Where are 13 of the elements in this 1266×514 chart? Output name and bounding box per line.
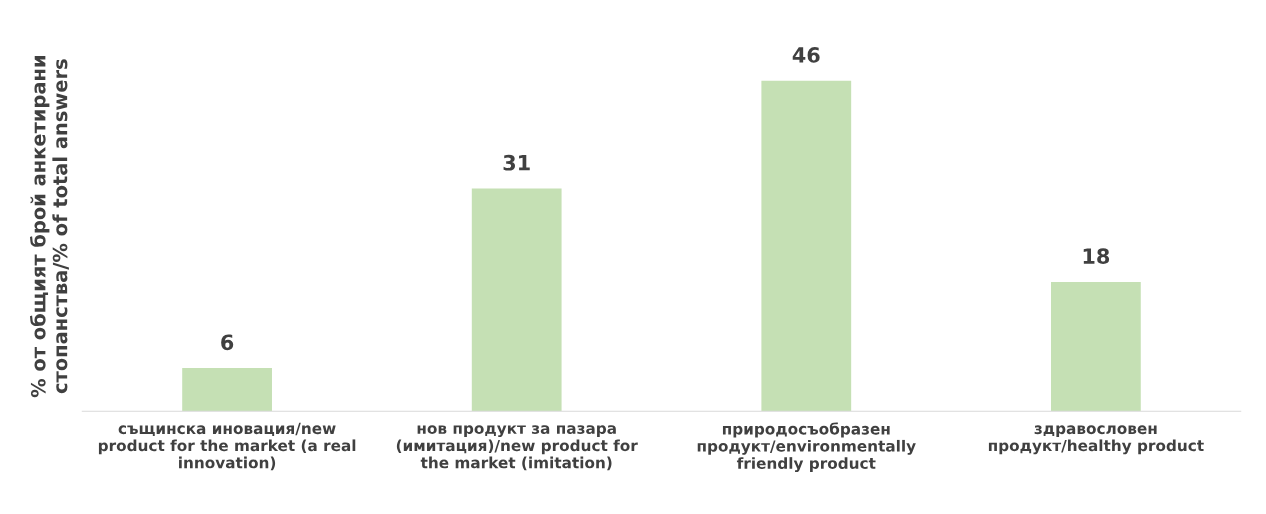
bar: [182, 368, 272, 412]
data-label: 31: [503, 154, 530, 171]
x-tick-label: природосъобразен продукт/environmentally friendly product: [697, 422, 916, 473]
bar: [761, 80, 852, 412]
x-tick-label: същинска иновация/new product for the market (a real innovation): [98, 422, 356, 471]
data-label: 6: [221, 334, 234, 351]
bar: [1050, 281, 1141, 412]
x-tick-label: здравословен продукт/healthy product: [988, 425, 1204, 455]
x-tick-label: нов продукт за пазара (имитация)/new product for the market (imitation): [396, 425, 638, 471]
bar: [471, 188, 562, 412]
data-label: 18: [1083, 248, 1110, 264]
data-label: 46: [792, 47, 820, 63]
y-axis-title: % от общият брой анкетирани стопанства/% of total answers: [29, 56, 69, 398]
